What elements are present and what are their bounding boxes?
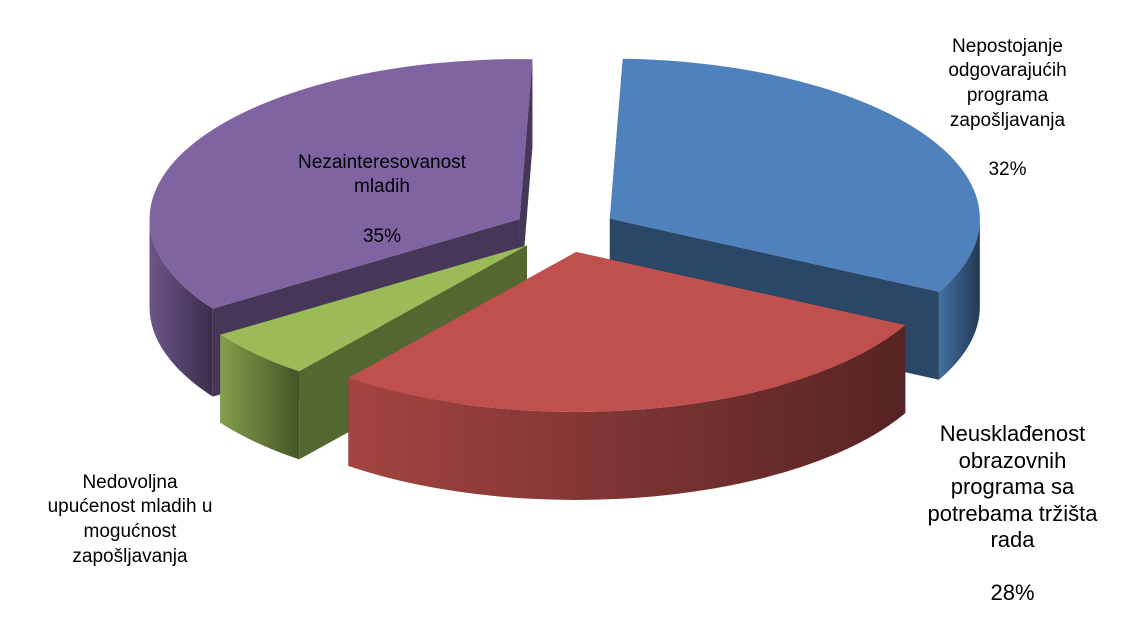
pie-slice-2-top	[220, 245, 527, 372]
slice-percent-nepostojanje: 32%	[988, 159, 1027, 181]
pie-slice-0-top	[609, 58, 980, 292]
pie-slice-3-top	[149, 59, 533, 309]
pie-slice-1	[348, 251, 906, 500]
pie-slice-1-top	[348, 251, 906, 412]
pie-slice-0-rim-0	[938, 218, 980, 380]
pie-chart-svg	[149, 58, 980, 500]
slice-percent-nezainteresovanost: 35%	[362, 225, 402, 247]
pie-slice-2-rim-0	[220, 334, 300, 460]
pie-chart: Nepostojanje odgovarajućih programa zapo…	[48, 10, 1098, 605]
slice-label-nezainteresovanost: Nezainteresovanost mladih 35%	[262, 126, 502, 274]
pie-slice-1-rim-0	[348, 325, 906, 500]
slice-label-nedovoljna: Nedovoljna upućenost mladih u mogućnost …	[15, 446, 245, 619]
slice-percent-neuskladjenost: 28%	[990, 579, 1035, 605]
slice-name-neuskladjenost: Neusklađenost obrazovnih programa sa pot…	[927, 421, 1098, 552]
slice-name-nepostojanje: Nepostojanje odgovarajućih programa zapo…	[948, 35, 1067, 131]
pie-slice-3-rim-0	[149, 219, 213, 397]
slice-label-neuskladjenost: Neusklađenost obrazovnih programa sa pot…	[925, 395, 1100, 633]
pie-slice-3-cut-wall-1	[519, 59, 533, 308]
slice-name-nedovoljna: Nedovoljna upućenost mladih u mogućnost …	[47, 471, 213, 567]
slice-label-nepostojanje: Nepostojanje odgovarajućih programa zapo…	[925, 10, 1090, 208]
slice-name-nezainteresovanost: Nezainteresovanost mladih	[298, 151, 466, 198]
